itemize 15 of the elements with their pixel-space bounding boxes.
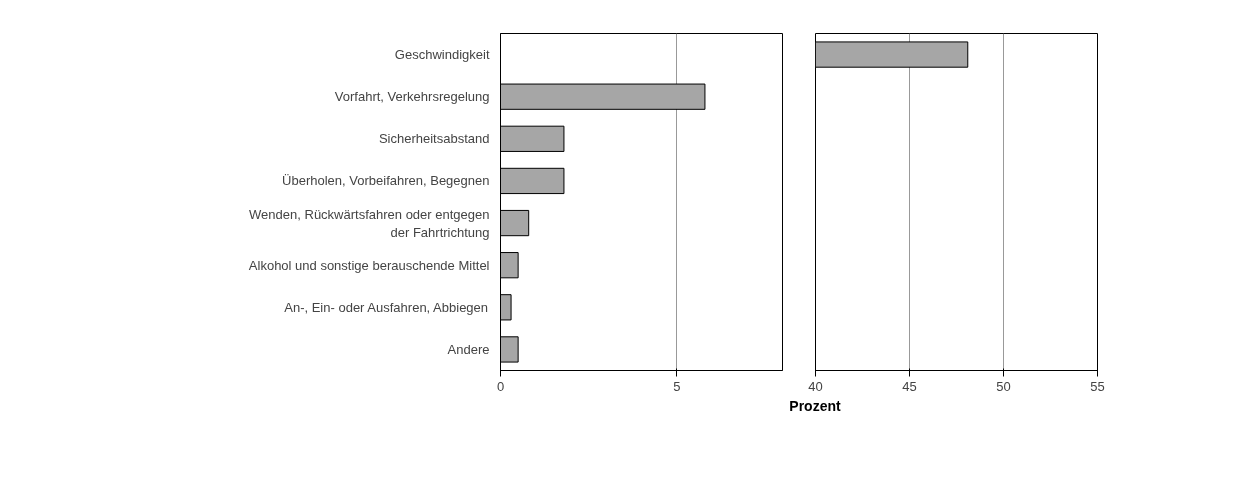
x-tick-label: 55 — [1090, 378, 1105, 394]
x-tick-label: 45 — [902, 378, 917, 394]
y-tick-label: Alkohol und sonstige berauschende Mittel — [248, 257, 490, 273]
y-tick-label: Andere — [447, 341, 490, 357]
x-axis-title: Prozent — [789, 397, 841, 416]
y-tick-label: Sicherheitsabstand — [378, 131, 490, 147]
x-tick-label: 50 — [996, 378, 1011, 394]
y-tick-label: Vorfahrt, Verkehrsregelung — [334, 89, 490, 105]
y-tick-label: Geschwindigkeit — [394, 47, 490, 63]
y-tick-label: Überholen, Vorbeifahren, Begegnen — [282, 173, 490, 189]
x-tick-label: 0 — [496, 378, 505, 394]
y-tick-label: Wenden, Rückwärtsfahren oder entgegen der Fahrtrichtung — [249, 206, 490, 240]
x-tick-label: 5 — [673, 378, 681, 394]
y-tick-label: An-, Ein- oder Ausfahren, Abbiegen — [284, 299, 489, 315]
x-tick-label: 40 — [808, 378, 823, 394]
